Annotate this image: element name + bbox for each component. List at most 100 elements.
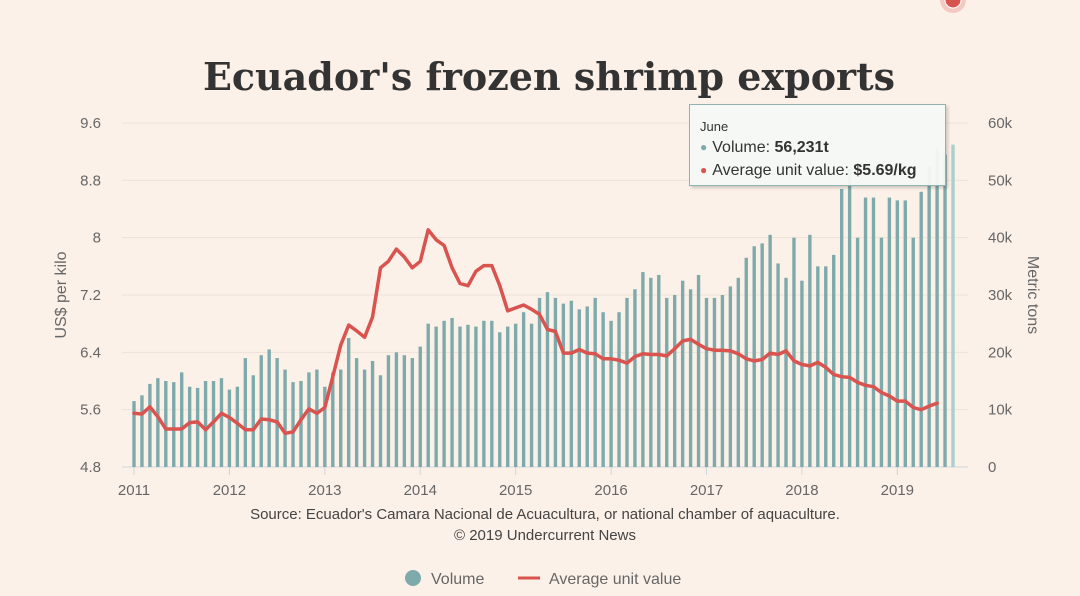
volume-bar[interactable] [458, 326, 462, 467]
volume-bar[interactable] [808, 234, 812, 467]
volume-bar[interactable] [768, 234, 772, 467]
volume-bar[interactable] [911, 237, 915, 467]
volume-bar[interactable] [323, 386, 327, 467]
volume-bar[interactable] [283, 369, 287, 467]
legend-item-volume[interactable]: Volume [405, 570, 484, 588]
volume-bar[interactable] [792, 237, 796, 467]
volume-bar[interactable] [474, 326, 478, 467]
volume-bar[interactable] [832, 254, 836, 467]
volume-bar[interactable] [219, 378, 224, 467]
volume-bar[interactable] [442, 320, 446, 467]
volume-bar[interactable] [537, 297, 542, 467]
volume-bar[interactable] [331, 372, 335, 467]
volume-bar[interactable] [688, 289, 693, 467]
volume-bar[interactable] [354, 358, 359, 467]
volume-bar[interactable] [418, 346, 422, 467]
volume-bar[interactable] [307, 372, 311, 467]
volume-bar[interactable] [641, 272, 645, 467]
volume-bar[interactable] [935, 148, 939, 468]
volume-bar[interactable] [633, 289, 637, 467]
volume-bar[interactable] [569, 300, 574, 467]
volume-bar[interactable] [593, 297, 597, 467]
unit-value-line[interactable] [132, 0, 966, 436]
volume-bar[interactable] [378, 375, 383, 467]
volume-bar[interactable] [386, 355, 391, 467]
volume-bar[interactable] [895, 200, 900, 467]
volume-bar[interactable] [426, 323, 430, 467]
volume-bar[interactable] [561, 303, 566, 467]
volume-bar[interactable] [609, 320, 613, 467]
volume-bar[interactable] [744, 257, 748, 467]
hover-point[interactable] [944, 0, 962, 9]
volume-bar[interactable] [251, 375, 255, 467]
volume-bar[interactable] [903, 200, 907, 467]
volume-bar[interactable] [617, 312, 621, 467]
volume-bar[interactable] [203, 381, 208, 467]
volume-bar[interactable] [665, 297, 669, 467]
volume-bar[interactable] [919, 191, 923, 468]
volume-bar[interactable] [863, 197, 868, 468]
volume-bar[interactable] [410, 358, 415, 467]
volume-bar[interactable] [943, 154, 947, 468]
volume-bar[interactable] [370, 360, 375, 467]
volume-bar[interactable] [553, 297, 558, 467]
volume-bar[interactable] [951, 144, 955, 467]
volume-bar[interactable] [434, 326, 438, 467]
volume-bar[interactable] [696, 274, 701, 467]
volume-bar[interactable] [545, 292, 550, 467]
volume-bar[interactable] [736, 277, 741, 467]
volume-bar[interactable] [402, 355, 407, 467]
volume-bar[interactable] [394, 352, 399, 467]
volume-bar[interactable] [362, 369, 367, 467]
volume-bar[interactable] [156, 378, 160, 467]
volume-bar[interactable] [346, 338, 351, 467]
volume-bar[interactable] [672, 295, 677, 467]
volume-bar[interactable] [132, 401, 136, 467]
volume-bar[interactable] [577, 309, 581, 467]
volume-bar[interactable] [275, 358, 279, 467]
volume-bar[interactable] [776, 263, 780, 467]
volume-bar[interactable] [506, 326, 510, 467]
volume-bar[interactable] [752, 246, 756, 467]
volume-bar[interactable] [601, 312, 605, 467]
volume-bar[interactable] [855, 237, 860, 467]
volume-bars[interactable] [132, 144, 955, 468]
volume-bar[interactable] [267, 349, 271, 467]
volume-bar[interactable] [172, 382, 176, 467]
volume-bar[interactable] [490, 320, 494, 467]
volume-bar[interactable] [243, 358, 248, 467]
volume-bar[interactable] [847, 168, 852, 467]
legend-item-unit-value[interactable]: Average unit value [518, 571, 681, 588]
unit-value-line-path[interactable] [132, 228, 939, 436]
volume-bar[interactable] [259, 355, 263, 467]
volume-bar[interactable] [649, 277, 653, 467]
volume-bar[interactable] [187, 386, 192, 467]
volume-bar[interactable] [148, 383, 152, 467]
volume-bar[interactable] [235, 386, 240, 467]
volume-bar[interactable] [784, 277, 788, 467]
volume-bar[interactable] [180, 372, 184, 467]
volume-bar[interactable] [227, 389, 232, 467]
volume-bar[interactable] [625, 297, 629, 467]
volume-bar[interactable] [720, 295, 725, 467]
volume-bar[interactable] [927, 166, 931, 467]
volume-bar[interactable] [887, 197, 892, 468]
volume-bar[interactable] [498, 332, 502, 467]
volume-bar[interactable] [450, 317, 454, 467]
volume-bar[interactable] [680, 280, 685, 467]
volume-bar[interactable] [879, 237, 884, 467]
volume-bar[interactable] [704, 297, 709, 467]
volume-bar[interactable] [513, 323, 518, 467]
volume-bar[interactable] [657, 274, 661, 467]
volume-bar[interactable] [315, 369, 319, 467]
volume-bar[interactable] [839, 188, 844, 467]
volume-bar[interactable] [529, 323, 534, 467]
volume-bar[interactable] [299, 381, 303, 467]
volume-bar[interactable] [466, 324, 470, 467]
volume-bar[interactable] [712, 297, 717, 467]
volume-bar[interactable] [195, 387, 200, 467]
volume-bar[interactable] [164, 381, 168, 467]
volume-bar[interactable] [482, 320, 486, 467]
volume-bar[interactable] [585, 306, 589, 467]
volume-bar[interactable] [291, 382, 295, 467]
